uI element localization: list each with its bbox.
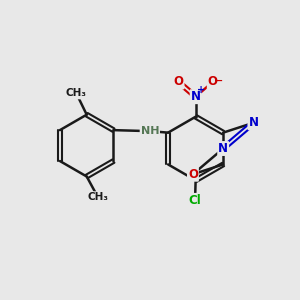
Text: N: N: [248, 116, 258, 129]
Text: CH₃: CH₃: [87, 192, 108, 202]
Text: N: N: [218, 142, 228, 155]
Text: O: O: [188, 168, 198, 181]
Text: −: −: [214, 76, 224, 86]
Text: +: +: [196, 85, 205, 95]
Text: N: N: [190, 90, 201, 103]
Text: CH₃: CH₃: [66, 88, 87, 98]
Text: O: O: [208, 76, 218, 88]
Text: NH: NH: [141, 126, 159, 136]
Text: O: O: [174, 76, 184, 88]
Text: Cl: Cl: [189, 194, 201, 207]
